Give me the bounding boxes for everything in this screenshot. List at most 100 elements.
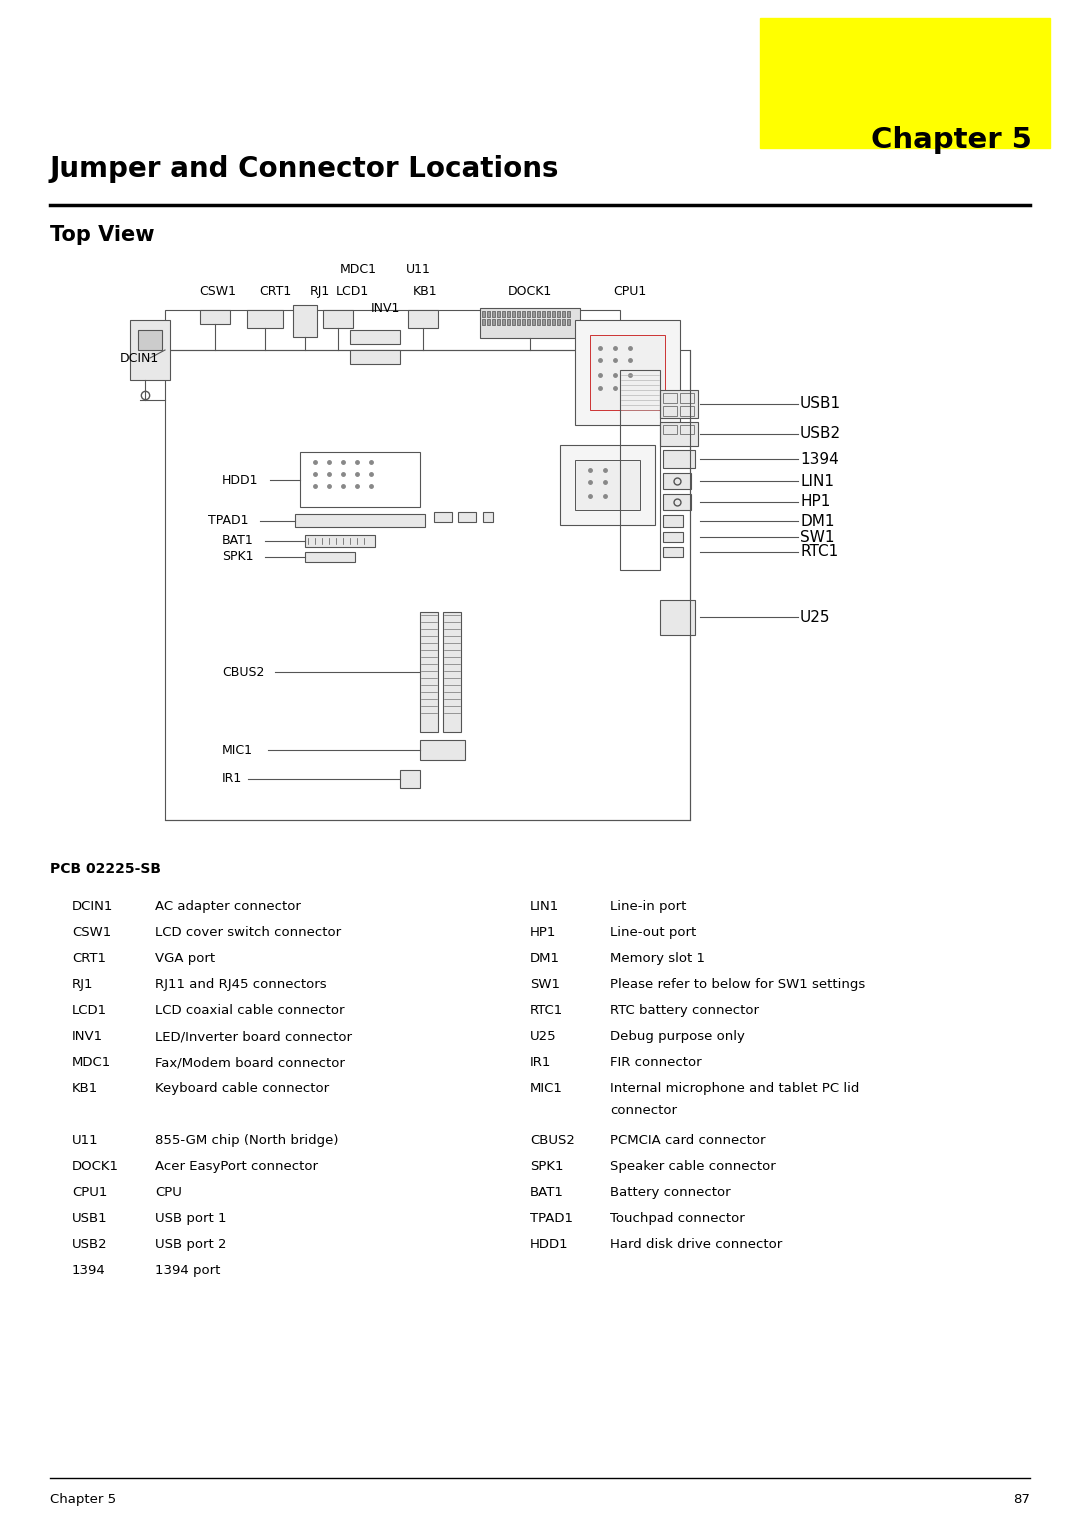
Text: Battery connector: Battery connector (610, 1186, 731, 1199)
Bar (527, 312, 530, 316)
Bar (293, 306, 318, 338)
Bar (434, 512, 453, 523)
Bar (680, 425, 694, 434)
Text: MDC1: MDC1 (72, 1056, 111, 1070)
Bar (660, 422, 698, 446)
Text: HDD1: HDD1 (530, 1238, 569, 1251)
Bar (542, 312, 545, 316)
Bar (561, 445, 654, 526)
Bar (200, 310, 230, 324)
Bar (408, 310, 438, 329)
Bar (458, 512, 476, 523)
Bar (532, 319, 535, 325)
Text: LCD coaxial cable connector: LCD coaxial cable connector (156, 1004, 345, 1018)
Text: PCB 02225-SB: PCB 02225-SB (50, 862, 161, 876)
Bar (443, 613, 461, 732)
Bar (542, 319, 545, 325)
Text: Chapter 5: Chapter 5 (50, 1493, 117, 1507)
Bar (567, 312, 570, 316)
Text: Top View: Top View (50, 225, 154, 244)
Bar (663, 474, 691, 489)
Text: USB2: USB2 (72, 1238, 108, 1251)
Bar (680, 406, 694, 416)
Text: CPU1: CPU1 (613, 286, 647, 298)
Bar (350, 350, 400, 364)
Bar (295, 513, 426, 527)
Text: USB1: USB1 (72, 1212, 108, 1225)
Text: Jumper and Connector Locations: Jumper and Connector Locations (50, 154, 559, 183)
Text: SPK1: SPK1 (222, 550, 254, 564)
Bar (557, 319, 561, 325)
Text: HDD1: HDD1 (222, 474, 258, 486)
Text: CSW1: CSW1 (200, 286, 237, 298)
Bar (507, 312, 510, 316)
Bar (663, 425, 677, 434)
Bar (517, 312, 519, 316)
Text: BAT1: BAT1 (530, 1186, 564, 1199)
Bar (305, 535, 375, 547)
Text: TPAD1: TPAD1 (208, 515, 248, 527)
Bar (575, 319, 680, 425)
Text: DM1: DM1 (800, 513, 835, 529)
Bar (552, 319, 555, 325)
Bar (552, 312, 555, 316)
Text: LIN1: LIN1 (530, 900, 559, 914)
Bar (400, 770, 420, 788)
Bar (130, 319, 170, 380)
Text: CBUS2: CBUS2 (530, 1134, 575, 1148)
Bar (537, 312, 540, 316)
Bar (165, 310, 620, 350)
Bar (663, 494, 691, 510)
Text: U11: U11 (72, 1134, 98, 1148)
Bar (300, 452, 420, 507)
Text: USB port 2: USB port 2 (156, 1238, 227, 1251)
Text: Keyboard cable connector: Keyboard cable connector (156, 1082, 329, 1096)
Bar (557, 312, 561, 316)
Text: 1394: 1394 (72, 1264, 106, 1277)
Bar (575, 460, 640, 510)
Text: AC adapter connector: AC adapter connector (156, 900, 301, 914)
Text: USB1: USB1 (800, 396, 841, 411)
Text: CPU1: CPU1 (72, 1186, 107, 1199)
Text: Chapter 5: Chapter 5 (872, 125, 1032, 154)
Bar (305, 552, 355, 562)
Bar (512, 319, 515, 325)
Text: RTC battery connector: RTC battery connector (610, 1004, 759, 1018)
Text: Debug purpose only: Debug purpose only (610, 1030, 745, 1044)
Bar (562, 312, 565, 316)
Text: MIC1: MIC1 (530, 1082, 563, 1096)
Text: SPK1: SPK1 (530, 1160, 564, 1174)
Text: U25: U25 (530, 1030, 556, 1044)
Bar (663, 515, 683, 527)
Text: PCMCIA card connector: PCMCIA card connector (610, 1134, 766, 1148)
Text: LCD cover switch connector: LCD cover switch connector (156, 926, 341, 940)
Bar (590, 335, 665, 410)
Text: Line-out port: Line-out port (610, 926, 697, 940)
Bar (502, 312, 505, 316)
Bar (532, 312, 535, 316)
Text: CSW1: CSW1 (72, 926, 111, 940)
Text: KB1: KB1 (72, 1082, 98, 1096)
Text: CRT1: CRT1 (72, 952, 106, 966)
Text: USB port 1: USB port 1 (156, 1212, 227, 1225)
Text: 1394 port: 1394 port (156, 1264, 220, 1277)
Bar (537, 319, 540, 325)
Text: 87: 87 (1013, 1493, 1030, 1507)
Text: IR1: IR1 (222, 773, 242, 785)
Text: LED/Inverter board connector: LED/Inverter board connector (156, 1030, 352, 1044)
Text: RTC1: RTC1 (530, 1004, 564, 1018)
Text: 1394: 1394 (800, 451, 839, 466)
Bar (546, 312, 550, 316)
Bar (567, 319, 570, 325)
Text: Hard disk drive connector: Hard disk drive connector (610, 1238, 782, 1251)
Bar (420, 740, 465, 759)
Text: DM1: DM1 (530, 952, 561, 966)
Text: Memory slot 1: Memory slot 1 (610, 952, 705, 966)
Bar (527, 319, 530, 325)
Text: SW1: SW1 (800, 530, 835, 544)
Bar (420, 613, 438, 732)
Text: LCD1: LCD1 (72, 1004, 107, 1018)
Bar (517, 319, 519, 325)
Text: Touchpad connector: Touchpad connector (610, 1212, 745, 1225)
Bar (660, 390, 698, 419)
